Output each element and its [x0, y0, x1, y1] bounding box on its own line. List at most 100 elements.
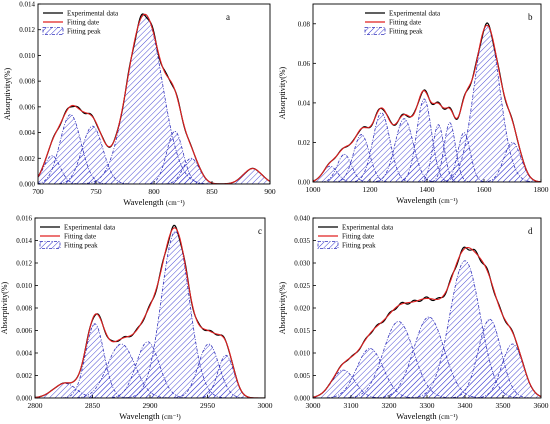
x-axis-label-text: Wavelength — [396, 195, 439, 205]
x-tick-label: 2950 — [200, 401, 215, 410]
panel-a: 700 750 800 850 900 0.000 0.002 0.004 0.006 0.008… — [3, 1, 276, 208]
y-axis-label: Absorptivity(%) — [3, 67, 12, 120]
legend-label: Fitting peak — [64, 242, 98, 250]
y-tick-label: 0.005 — [294, 372, 310, 380]
legend-swatch-peak — [39, 241, 61, 249]
x-tick-label: 1800 — [534, 185, 549, 194]
legend-label: Experimental data — [389, 10, 441, 18]
legend-label: Fitting peak — [342, 242, 376, 250]
fitting-peak-1 — [35, 382, 265, 398]
x-axis-label: Wavelength (cm⁻¹) — [396, 411, 458, 421]
fitting-peak-7 — [35, 354, 265, 398]
y-tick-label: 0.014 — [16, 237, 32, 245]
y-axis-label: Absorptivity(%) — [0, 281, 9, 334]
fitting-peak-2 — [35, 323, 265, 398]
y-tick-label: 0.030 — [294, 260, 310, 268]
y-tick-label: 0.012 — [16, 260, 32, 268]
fitting-peak-6 — [313, 98, 541, 182]
y-tick-label: 0.008 — [19, 78, 35, 86]
x-tick-label: 850 — [206, 187, 218, 196]
x-tick-label: 750 — [90, 187, 102, 196]
fitting-peak-2 — [313, 153, 541, 182]
x-tick-label: 1000 — [306, 185, 321, 194]
y-tick-label: 0.006 — [19, 103, 35, 111]
y-tick-label: 0.010 — [294, 350, 310, 358]
fitting-peak-4 — [313, 316, 541, 398]
plot-area — [38, 13, 270, 184]
x-tick-label: 2850 — [85, 401, 100, 410]
y-tick-label: 0.06 — [298, 60, 311, 68]
legend-label: Experimental data — [67, 10, 119, 18]
y-tick-label: 0.010 — [19, 52, 35, 60]
y-tick-label: 0.000 — [16, 395, 32, 403]
legend-swatch-peak — [364, 27, 386, 35]
x-tick-label: 900 — [264, 187, 276, 196]
legend-label: Experimental data — [342, 224, 394, 232]
panel-label: c — [258, 226, 262, 236]
x-tick-label: 3600 — [534, 401, 549, 410]
x-tick-label: 800 — [148, 187, 160, 196]
legend-swatch-peak — [317, 241, 339, 249]
x-axis-unit: (cm⁻¹) — [166, 199, 186, 207]
legend-label: Fitting peak — [389, 28, 423, 36]
fitting-peak-3 — [38, 125, 270, 184]
y-tick-label: 0.040 — [294, 215, 310, 223]
plot-area — [313, 246, 541, 398]
panel-label: d — [528, 226, 533, 236]
panel-c: 2800 2850 2900 2950 3000 0.000 0.002 0.004 0.006… — [0, 215, 273, 422]
y-tick-label: 0.012 — [19, 26, 35, 34]
x-axis-unit: (cm⁻¹) — [439, 413, 459, 421]
panel-b: 1000 1200 1400 1600 1800 0.00 0.02 0.04 0.06 0.08… — [278, 3, 549, 205]
y-axis-label: Absorptivity(%) — [278, 66, 287, 119]
y-tick-label: 0.035 — [294, 237, 310, 245]
x-axis-label: Wavelength (cm⁻¹) — [123, 197, 185, 207]
x-tick-label: 3200 — [382, 401, 397, 410]
legend-label: Fitting peak — [67, 28, 101, 36]
y-tick-label: 0.000 — [19, 181, 35, 189]
y-tick-label: 0.08 — [298, 20, 311, 28]
fitting-peak-7 — [38, 168, 270, 184]
x-tick-label: 1200 — [363, 185, 378, 194]
plot-area — [313, 22, 541, 182]
y-tick-label: 0.015 — [294, 327, 310, 335]
legend-label: Fitting date — [389, 19, 421, 27]
legend-label: Experimental data — [64, 224, 116, 232]
y-tick-label: 0.025 — [294, 282, 310, 290]
x-tick-label: 3000 — [306, 401, 321, 410]
panel-label: b — [528, 12, 533, 22]
y-axis-label: Absorptivity(%) — [278, 281, 287, 334]
fitting-peak-10 — [313, 25, 541, 182]
legend-label: Fitting date — [67, 19, 99, 27]
y-tick-label: 0.002 — [16, 372, 32, 380]
x-axis-unit: (cm⁻¹) — [162, 413, 182, 421]
fitting-peak-5 — [38, 130, 270, 184]
legend-label: Fitting date — [64, 233, 96, 241]
x-tick-label: 2800 — [28, 401, 43, 410]
x-axis-label-text: Wavelength — [123, 197, 166, 207]
y-tick-label: 0.010 — [16, 282, 32, 290]
fitting-peak-7 — [313, 124, 541, 182]
x-tick-label: 700 — [32, 187, 44, 196]
y-tick-label: 0.020 — [294, 305, 310, 313]
y-tick-label: 0.002 — [19, 155, 35, 163]
legend-swatch-peak — [42, 27, 64, 35]
fitting-peak-4 — [313, 112, 541, 182]
fitting-peak-11 — [313, 142, 541, 182]
fitting-line — [38, 13, 270, 184]
x-tick-label: 3400 — [458, 401, 473, 410]
x-tick-label: 3100 — [344, 401, 359, 410]
x-tick-label: 2900 — [143, 401, 158, 410]
y-tick-label: 0.000 — [294, 395, 310, 403]
x-tick-label: 1600 — [477, 185, 492, 194]
legend-label: Fitting date — [342, 233, 374, 241]
y-tick-label: 0.02 — [298, 139, 311, 147]
fitting-line — [313, 246, 541, 398]
plot-area — [35, 224, 265, 398]
y-tick-label: 0.00 — [298, 179, 311, 187]
x-axis-label: Wavelength (cm⁻¹) — [119, 411, 181, 421]
